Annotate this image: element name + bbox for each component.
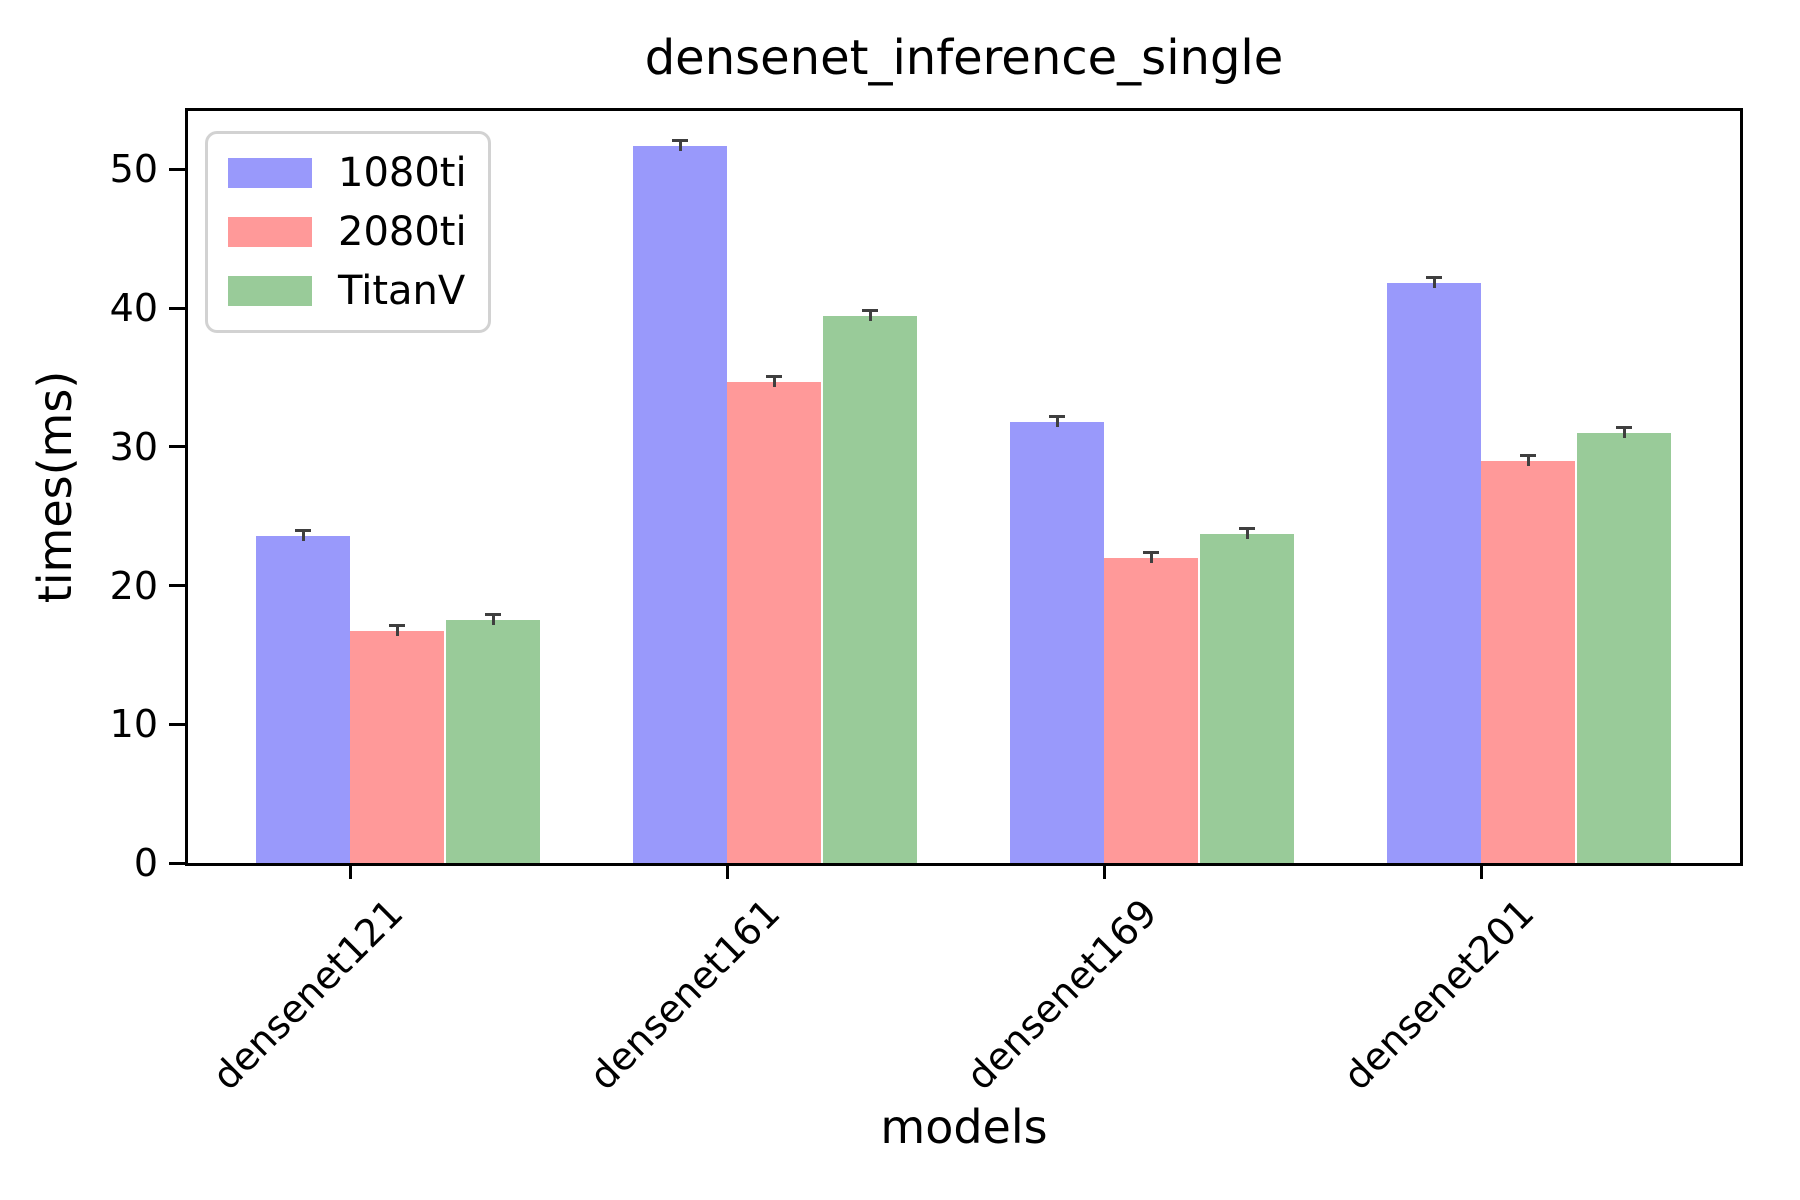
- bar-densenet169-1080ti: [1010, 421, 1104, 863]
- bar-densenet161-TitanV: [823, 316, 917, 863]
- bar-densenet169-2080ti: [1104, 557, 1198, 863]
- error-bar-whisker: [1432, 278, 1436, 289]
- y-tick-mark: [169, 861, 185, 865]
- bar-densenet201-2080ti: [1481, 460, 1575, 863]
- plot-area: [185, 108, 1743, 866]
- bar-densenet161-1080ti: [633, 145, 727, 863]
- legend-item-TitanV: TitanV: [228, 269, 468, 313]
- x-tick-label: densenet169: [958, 890, 1166, 1099]
- error-bar-cap: [1049, 414, 1065, 418]
- x-tick-label: densenet121: [204, 890, 412, 1099]
- bar-densenet201-TitanV: [1577, 432, 1671, 863]
- y-tick-mark: [169, 722, 185, 726]
- error-bar-cap: [485, 613, 501, 617]
- legend-label: 2080ti: [338, 208, 467, 255]
- y-tick-mark: [169, 306, 185, 310]
- x-tick-label: densenet161: [581, 890, 789, 1099]
- bar-densenet201-1080ti: [1387, 283, 1481, 863]
- error-bar-whisker: [678, 140, 682, 151]
- y-tick-label: 30: [109, 424, 158, 469]
- y-tick-label: 50: [109, 147, 158, 192]
- x-tick-label: densenet201: [1335, 890, 1543, 1099]
- error-bar-whisker: [395, 626, 399, 637]
- bar-densenet169-TitanV: [1200, 534, 1294, 863]
- error-bar-whisker: [301, 530, 305, 541]
- error-bar-cap: [1616, 425, 1632, 429]
- error-bar-cap: [1426, 276, 1442, 280]
- legend-item-2080ti: 2080ti: [228, 210, 468, 254]
- legend-item-1080ti: 1080ti: [228, 151, 468, 195]
- x-tick-mark: [1102, 863, 1106, 879]
- error-bar-cap: [766, 374, 782, 378]
- y-tick-mark: [169, 584, 185, 587]
- error-bar-whisker: [1245, 529, 1249, 540]
- legend-swatch-2080ti: [228, 216, 312, 247]
- error-bar-cap: [1520, 453, 1536, 457]
- error-bar-whisker: [1149, 552, 1153, 563]
- error-bar-whisker: [772, 376, 776, 387]
- error-bar-cap: [862, 309, 878, 313]
- y-tick-mark: [169, 445, 185, 449]
- y-tick-label: 40: [109, 286, 158, 331]
- error-bar-whisker: [491, 615, 495, 626]
- legend-label: TitanV: [338, 267, 466, 314]
- legend-swatch-1080ti: [228, 158, 312, 189]
- x-tick-mark: [1479, 863, 1483, 879]
- bar-densenet121-TitanV: [446, 620, 540, 863]
- error-bar-cap: [1143, 550, 1159, 554]
- error-bar-whisker: [1622, 427, 1626, 438]
- error-bar-cap: [672, 138, 688, 142]
- x-tick-mark: [348, 863, 352, 879]
- error-bar-whisker: [868, 311, 872, 322]
- error-bar-cap: [295, 528, 311, 532]
- error-bar-whisker: [1526, 455, 1530, 466]
- legend-label: 1080ti: [338, 150, 467, 197]
- y-tick-label: 0: [133, 841, 158, 885]
- chart-title: densenet_inference_single: [644, 30, 1284, 86]
- bar-densenet161-2080ti: [727, 381, 821, 863]
- y-tick-label: 20: [109, 563, 158, 608]
- error-bar-cap: [1239, 527, 1255, 531]
- legend: 1080ti 2080ti TitanV: [205, 131, 491, 333]
- x-axis-label: models: [880, 1100, 1048, 1154]
- error-bar-whisker: [1055, 416, 1059, 427]
- error-bar-cap: [389, 624, 405, 628]
- y-tick-mark: [169, 167, 185, 171]
- bar-densenet121-2080ti: [350, 631, 444, 863]
- bar-densenet121-1080ti: [256, 535, 350, 863]
- legend-swatch-TitanV: [228, 275, 312, 306]
- x-tick-mark: [725, 863, 729, 879]
- y-tick-label: 10: [109, 702, 158, 747]
